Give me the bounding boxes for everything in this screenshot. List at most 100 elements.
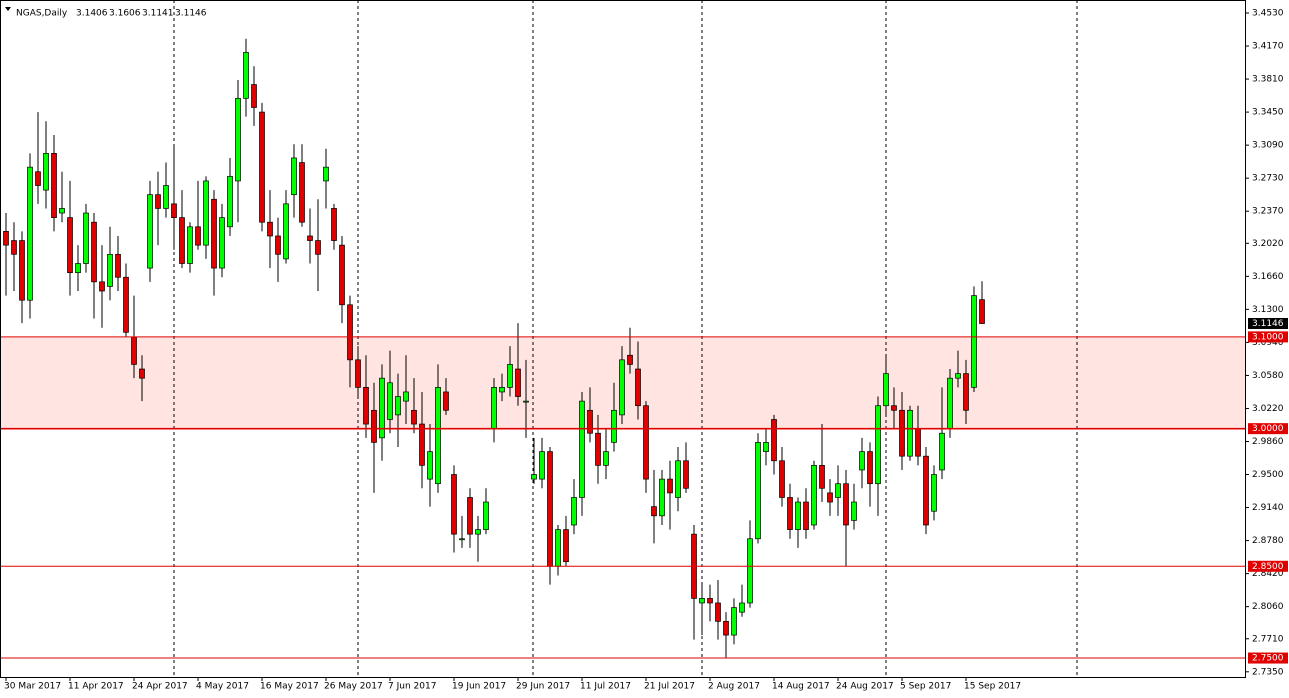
x-tick-label: 4 May 2017: [196, 682, 249, 692]
candle-body: [571, 497, 577, 526]
candle-body: [811, 465, 817, 526]
candle-body: [979, 299, 985, 324]
level-label-box: [1248, 331, 1288, 343]
candle-body: [595, 432, 601, 466]
x-tick-label: 2 Aug 2017: [708, 682, 760, 692]
candle-body: [59, 208, 65, 214]
level-label: 2.7500: [1252, 654, 1284, 664]
candle-body: [483, 501, 489, 530]
candle-body: [75, 263, 81, 274]
y-tick-label: 2.9140: [1252, 503, 1284, 513]
candle-body: [651, 506, 657, 517]
x-tick-label: 24 Apr 2017: [132, 682, 188, 692]
candle-body: [291, 157, 297, 196]
candle-body: [475, 529, 481, 535]
candle-body: [579, 400, 585, 498]
candle-body: [363, 387, 369, 425]
candle-body: [507, 364, 513, 388]
x-tick-label: 7 Jun 2017: [388, 682, 436, 692]
candle-body: [379, 377, 385, 439]
candle-body: [587, 409, 593, 434]
y-tick-label: 3.2370: [1252, 207, 1284, 217]
candle-body: [403, 391, 409, 402]
candle-body: [435, 387, 441, 485]
candle-body: [411, 409, 417, 425]
x-tick-label: 21 Jul 2017: [644, 682, 695, 692]
candle-body: [155, 194, 161, 209]
candle-body: [139, 368, 145, 379]
candle-body: [643, 405, 649, 480]
candle-body: [43, 153, 49, 191]
candle-body: [107, 253, 113, 287]
candle-body: [347, 304, 353, 361]
candle-body: [699, 598, 705, 604]
candle-body: [667, 478, 673, 494]
candle-body: [83, 212, 89, 264]
candle-body: [707, 598, 713, 604]
ohlc-open: 3.1406: [76, 9, 108, 19]
y-tick-label: 2.8780: [1252, 536, 1284, 546]
candle-body: [51, 153, 57, 218]
candle-body: [275, 235, 281, 255]
last-price-label: 3.1146: [1252, 319, 1284, 329]
plot-border: [0, 0, 1246, 678]
candle-body: [683, 460, 689, 489]
candle-body: [419, 423, 425, 466]
candle-body: [235, 97, 241, 182]
candle-body: [67, 217, 73, 274]
y-tick-label: 3.3450: [1252, 108, 1284, 118]
y-tick-label: 2.9500: [1252, 470, 1284, 480]
level-label-box: [1248, 652, 1288, 664]
candle-body: [491, 387, 497, 429]
y-tick-label: 3.1300: [1252, 305, 1284, 315]
x-tick-label: 24 Aug 2017: [836, 682, 894, 692]
candle-body: [523, 400, 529, 403]
candle-body: [819, 465, 825, 489]
last-price-box: [1248, 317, 1288, 329]
candle-body: [371, 409, 377, 443]
candle-body: [203, 180, 209, 246]
y-tick-label: 3.2730: [1252, 174, 1284, 184]
candle-body: [211, 198, 217, 269]
candle-body: [771, 419, 777, 462]
candle-body: [899, 409, 905, 457]
candle-body: [619, 359, 625, 416]
ohlc-low: 3.1141: [142, 9, 174, 19]
candle-body: [723, 620, 729, 636]
candle-body: [843, 483, 849, 526]
candle-body: [867, 451, 873, 485]
candle-body: [635, 368, 641, 407]
candle-body: [19, 240, 25, 301]
candle-body: [427, 451, 433, 480]
y-tick-label: 2.7710: [1252, 634, 1284, 644]
candle-body: [731, 607, 737, 636]
candle-body: [675, 460, 681, 498]
candle-body: [803, 501, 809, 530]
candle-body: [875, 405, 881, 485]
candle-body: [27, 166, 33, 301]
level-label-box: [1248, 423, 1288, 435]
x-tick-label: 19 Jun 2017: [452, 682, 506, 692]
candle-body: [539, 451, 545, 480]
y-tick-label: 3.2020: [1252, 239, 1284, 249]
y-tick-label: 3.4530: [1252, 9, 1284, 19]
candle-body: [939, 432, 945, 471]
y-tick-label: 2.9860: [1252, 437, 1284, 447]
level-label: 3.0000: [1252, 424, 1284, 434]
candle-body: [891, 405, 897, 411]
y-tick-label: 3.4170: [1252, 42, 1284, 52]
x-tick-label: 14 Aug 2017: [772, 682, 830, 692]
candle-body: [331, 208, 337, 241]
x-tick-label: 29 Jun 2017: [516, 682, 570, 692]
candle-body: [259, 111, 265, 223]
candle-body: [915, 428, 921, 457]
candle-body: [931, 474, 937, 512]
candle-body: [795, 501, 801, 530]
candle-body: [963, 373, 969, 411]
candle-body: [315, 240, 321, 255]
candle-body: [883, 373, 889, 407]
candle-body: [323, 166, 329, 182]
candle-body: [835, 483, 841, 498]
candle-body: [179, 217, 185, 264]
candle-body: [387, 382, 393, 420]
